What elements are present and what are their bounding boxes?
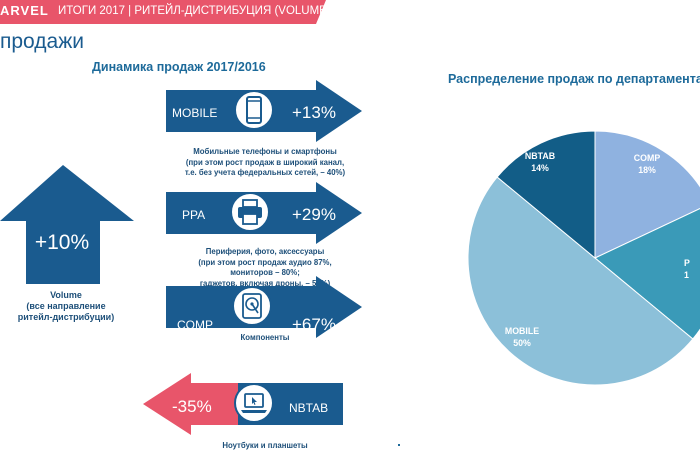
pie-slice-nbtab: [496, 130, 596, 260]
header-ribbon: [0, 0, 326, 24]
overall-caption-line: (все направление: [26, 301, 106, 311]
overall-caption-line: Volume: [50, 290, 82, 300]
overall-value: +10%: [34, 231, 90, 254]
mobile-caption-line: (при этом рост продаж в широкий канал,: [185, 157, 345, 167]
ppa-label: PPA: [182, 208, 206, 222]
slice-name: NBTAB: [524, 151, 556, 161]
mobile-caption-line: Мобильные телефоны и смартфоны: [193, 147, 337, 156]
ppa-caption-line: гаджетов, включая дроны, – 56%): [199, 278, 331, 288]
slice-value: 1: [684, 270, 689, 280]
slice-label-comp: COMP 18%: [622, 152, 672, 176]
distribution-title: Распределение продаж по департаментам: [448, 72, 700, 86]
mobile-caption: Мобильные телефоны и смартфоны (при этом…: [150, 147, 380, 179]
ppa-value: +29%: [292, 205, 336, 224]
overall-up-arrow: [0, 165, 134, 284]
slice-name: MOBILE: [504, 326, 540, 336]
slice-label-mobile: MOBILE 50%: [497, 325, 547, 349]
page-title: продажи: [0, 30, 84, 53]
comp-caption-line: Компоненты: [240, 333, 290, 342]
slice-value: 18%: [638, 165, 656, 175]
overall-caption: Volume (все направление ритейл-дистрибуц…: [6, 290, 126, 323]
ppa-caption: Периферия, фото, аксессуары (при этом ро…: [150, 247, 380, 289]
mobile-caption-line: т.е. без учета федеральных сетей, – 40%): [184, 168, 346, 177]
pie-slice-comp: [594, 130, 700, 259]
decorative-dot: [398, 444, 400, 446]
printer-icon: [230, 192, 270, 232]
dynamics-title: Динамика продаж 2017/2016: [92, 60, 266, 74]
mobile-label: MOBILE: [172, 106, 218, 120]
ppa-caption-line: мониторов – 80%;: [230, 268, 300, 277]
ppa-caption-line: Периферия, фото, аксессуары: [205, 247, 325, 256]
comp-value: +67%: [292, 315, 336, 334]
comp-caption: Компоненты: [150, 333, 380, 344]
slice-label-nbtab: NBTAB 14%: [515, 150, 565, 174]
laptop-icon: [234, 383, 274, 423]
nbtab-caption: Ноутбуки и планшеты: [150, 441, 380, 452]
slice-name: P: [684, 258, 690, 268]
mobile-value: +13%: [292, 103, 336, 122]
smartphone-icon: [234, 90, 274, 130]
nbtab-value: -35%: [172, 397, 212, 416]
nbtab-label: NBTAB: [289, 401, 329, 415]
breadcrumb: ИТОГИ 2017 | РИТЕЙЛ-ДИСТРИБУЦИЯ (VOLUME): [58, 5, 331, 17]
header-bar: ARVEL ИТОГИ 2017 | РИТЕЙЛ-ДИСТРИБУЦИЯ (V…: [0, 0, 331, 24]
slice-label-ppa: P 1: [684, 257, 700, 281]
ppa-caption-line: (при этом рост продаж аудио 87%,: [198, 257, 332, 267]
overall-caption-line: ритейл-дистрибуции): [17, 312, 115, 322]
pie-slice-mobile: [467, 176, 694, 386]
hard-drive-icon: [232, 286, 272, 326]
slice-value: 50%: [513, 338, 531, 348]
slice-name: COMP: [633, 153, 661, 163]
slice-value: 14%: [531, 163, 549, 173]
brand-logo[interactable]: ARVEL: [0, 3, 49, 18]
nbtab-caption-line: Ноутбуки и планшеты: [222, 441, 308, 450]
comp-label: COMP: [177, 318, 213, 332]
